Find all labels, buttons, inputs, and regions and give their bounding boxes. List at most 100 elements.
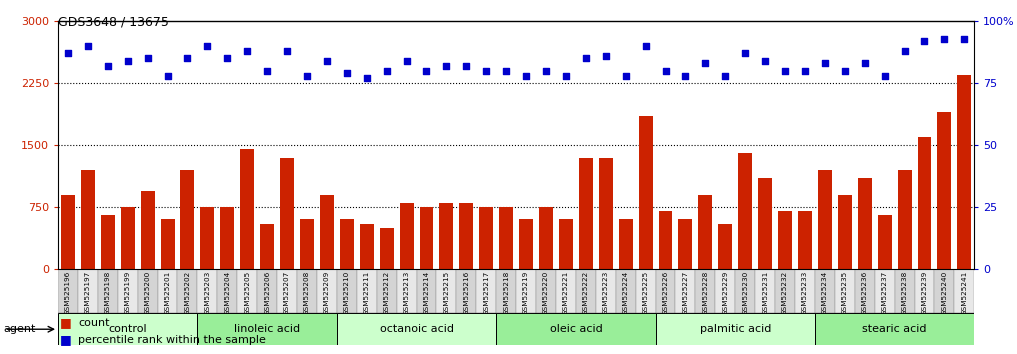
Point: [120, 58, 136, 64]
Bar: [300, 219, 314, 269]
Bar: [121, 207, 134, 269]
Bar: [439, 203, 454, 269]
Text: GSM525233: GSM525233: [802, 270, 807, 315]
Bar: [81, 170, 95, 269]
Point: [896, 48, 912, 54]
Bar: [778, 211, 792, 269]
Bar: [78, 269, 98, 313]
Bar: [257, 269, 277, 313]
Point: [578, 56, 594, 61]
Bar: [516, 269, 536, 313]
Bar: [699, 195, 712, 269]
Bar: [58, 269, 78, 313]
Text: GSM525220: GSM525220: [543, 270, 549, 315]
Point: [60, 51, 76, 56]
Bar: [221, 207, 234, 269]
Bar: [775, 269, 795, 313]
Point: [100, 63, 116, 69]
Bar: [337, 313, 496, 345]
Bar: [696, 269, 715, 313]
Bar: [715, 269, 735, 313]
Bar: [218, 269, 237, 313]
Bar: [457, 269, 476, 313]
Text: GSM525240: GSM525240: [942, 270, 948, 315]
Text: ■: ■: [60, 333, 72, 346]
Point: [459, 63, 475, 69]
Point: [956, 36, 972, 41]
Bar: [735, 269, 756, 313]
Text: GSM525218: GSM525218: [503, 270, 510, 315]
Bar: [61, 195, 75, 269]
Bar: [756, 269, 775, 313]
Bar: [58, 313, 197, 345]
Bar: [878, 215, 892, 269]
Point: [438, 63, 455, 69]
Point: [737, 51, 754, 56]
Bar: [158, 269, 178, 313]
Text: GSM525234: GSM525234: [822, 270, 828, 315]
Bar: [854, 269, 875, 313]
Point: [717, 73, 733, 79]
Bar: [895, 269, 914, 313]
Bar: [914, 269, 935, 313]
Point: [139, 56, 156, 61]
Text: GDS3648 / 13675: GDS3648 / 13675: [58, 16, 169, 29]
Bar: [675, 269, 696, 313]
Text: count: count: [78, 318, 110, 328]
Point: [617, 73, 634, 79]
Text: palmitic acid: palmitic acid: [700, 324, 771, 334]
Point: [299, 73, 315, 79]
Text: oleic acid: oleic acid: [549, 324, 602, 334]
Point: [378, 68, 395, 74]
Text: GSM525197: GSM525197: [84, 270, 91, 315]
Bar: [98, 269, 118, 313]
Point: [399, 58, 415, 64]
Text: GSM525236: GSM525236: [861, 270, 868, 315]
Point: [598, 53, 614, 59]
Text: GSM525237: GSM525237: [882, 270, 888, 315]
Bar: [917, 137, 932, 269]
Bar: [556, 269, 576, 313]
Point: [757, 58, 773, 64]
Bar: [340, 219, 354, 269]
Bar: [875, 269, 895, 313]
Bar: [496, 269, 516, 313]
Bar: [101, 215, 115, 269]
Bar: [935, 269, 954, 313]
Text: GSM525229: GSM525229: [722, 270, 728, 315]
Bar: [400, 203, 414, 269]
Bar: [137, 269, 158, 313]
Bar: [297, 269, 317, 313]
Bar: [678, 219, 693, 269]
Point: [498, 68, 515, 74]
Bar: [260, 224, 275, 269]
Bar: [656, 313, 815, 345]
Bar: [957, 75, 971, 269]
Point: [657, 68, 673, 74]
Text: percentile rank within the sample: percentile rank within the sample: [78, 335, 266, 345]
Bar: [857, 178, 872, 269]
Point: [777, 68, 793, 74]
Point: [638, 43, 654, 49]
Text: GSM525232: GSM525232: [782, 270, 788, 315]
Bar: [536, 269, 556, 313]
Point: [239, 48, 255, 54]
Point: [518, 73, 534, 79]
Bar: [496, 313, 656, 345]
Text: GSM525206: GSM525206: [264, 270, 271, 315]
Point: [937, 36, 953, 41]
Bar: [197, 269, 218, 313]
Bar: [376, 269, 397, 313]
Bar: [579, 158, 593, 269]
Point: [279, 48, 295, 54]
Bar: [479, 207, 493, 269]
Text: GSM525207: GSM525207: [284, 270, 290, 315]
Text: GSM525203: GSM525203: [204, 270, 211, 315]
Text: GSM525228: GSM525228: [703, 270, 709, 315]
Bar: [954, 269, 974, 313]
Bar: [758, 178, 772, 269]
Text: agent: agent: [3, 324, 36, 334]
Bar: [815, 313, 974, 345]
Bar: [615, 269, 636, 313]
Bar: [798, 211, 812, 269]
